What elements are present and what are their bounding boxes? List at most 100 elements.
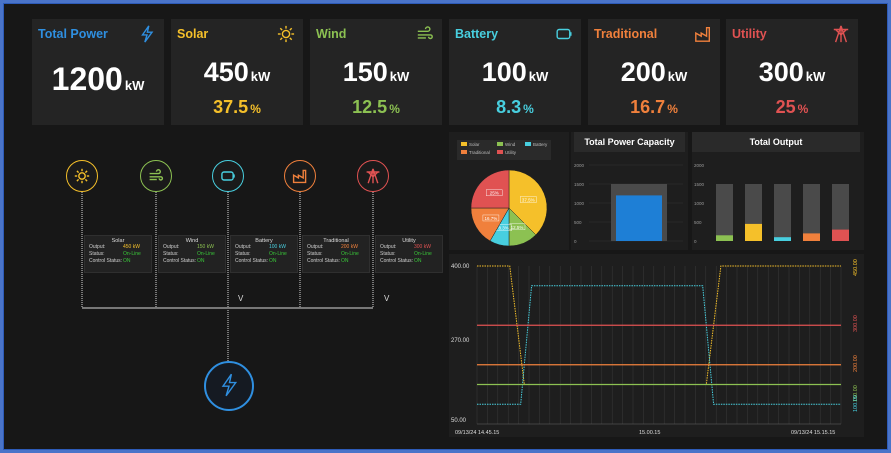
main-power-node[interactable] — [204, 361, 254, 411]
kpi-percent-value: 12.5 — [352, 97, 388, 117]
kpi-card-title: Battery — [455, 27, 499, 41]
pie-data-label-box — [520, 196, 537, 203]
right-axis-label: 200.00 — [853, 355, 859, 372]
wind-icon — [417, 26, 433, 40]
capacity-bar-value — [616, 195, 662, 241]
kpi-value: 1200 kW — [32, 61, 164, 98]
kpi-value-number: 1200 — [51, 61, 123, 97]
lightning-icon — [141, 25, 154, 43]
source-info-value: On-Line — [414, 251, 432, 257]
source-info-label: Control Status: — [235, 258, 269, 264]
source-info-row: Output: 450 kW — [85, 244, 151, 251]
pie-legend-swatch — [497, 142, 503, 146]
right-axis-label: 150.00 — [853, 385, 859, 402]
output-bar-background — [803, 184, 820, 241]
pie-legend-swatch — [461, 150, 467, 154]
y-tick-label: 2000 — [694, 163, 705, 168]
source-info-title: Utility — [402, 238, 416, 244]
pie-legend-swatch — [497, 150, 503, 154]
kpi-card-title: Total Power — [38, 27, 108, 41]
source-info-value: ON — [341, 258, 349, 264]
source-info-row: Status: On-Line — [85, 251, 151, 258]
pie-legend-swatch — [525, 142, 531, 146]
kpi-icon-wrap — [416, 25, 434, 43]
source-info-label: Status: — [163, 251, 179, 257]
kpi-value: 200 kW — [588, 57, 720, 88]
source-info-title: Wind — [185, 238, 199, 244]
kpi-value: 450 kW — [171, 57, 303, 88]
battery-icon — [556, 28, 572, 40]
power-tower-icon — [366, 168, 380, 184]
kpi-percent-value: 8.3 — [496, 97, 522, 117]
source-info-row: Status: On-Line — [303, 251, 369, 258]
kpi-percent-unit: % — [250, 102, 261, 116]
source-node-traditional[interactable] — [284, 160, 316, 192]
y-tick-label: 500 — [694, 220, 702, 225]
time-axis-label: 15.00.15 — [639, 430, 660, 436]
source-info-value: ON — [414, 258, 422, 264]
battery-icon — [221, 171, 235, 181]
factory-icon — [695, 27, 710, 42]
pie-data-label: 16.7% — [485, 216, 498, 221]
output-bar-background — [716, 184, 733, 241]
source-info-label: Output: — [307, 244, 324, 250]
source-info-label: Output: — [89, 244, 106, 250]
y-tick-label: 1000 — [574, 201, 585, 206]
power-tower-icon — [833, 25, 849, 43]
left-axis-label: 400.00 — [451, 264, 470, 270]
source-info-battery: Battery Output: 100 kW Status: On-Line Contro… — [230, 235, 298, 273]
pie-data-label: 8.3% — [498, 226, 508, 231]
kpi-icon-wrap — [555, 25, 573, 43]
source-info-row: Control Status: ON — [159, 258, 225, 265]
pie-legend-label: Utility — [505, 150, 517, 155]
kpi-value-unit: kW — [389, 69, 410, 84]
left-axis-label: 270.00 — [451, 338, 470, 344]
source-info-value: On-Line — [269, 251, 287, 257]
y-tick-label: 2000 — [574, 163, 585, 168]
bus-marker: V — [384, 294, 390, 303]
source-info-title: Traditional — [323, 238, 349, 244]
y-tick-label: 1500 — [574, 182, 585, 187]
sun-icon — [74, 168, 90, 184]
source-info-label: Output: — [235, 244, 252, 250]
pie-chart: Solar Wind Battery Traditional Utility 37.5% 1… — [457, 140, 551, 247]
capacity-title: Total Power Capacity — [574, 132, 685, 152]
source-info-utility: Utility Output: 300 kW Status: On-Line Contro… — [375, 235, 443, 273]
capacity-chart: 2000 1500 1000 500 0 — [574, 163, 683, 244]
source-info-value: 100 kW — [269, 244, 286, 250]
kpi-card-title: Wind — [316, 27, 347, 41]
source-info-value: 150 kW — [197, 244, 214, 250]
pie-data-label: 37.5% — [522, 198, 535, 203]
kpi-value: 100 kW — [449, 57, 581, 88]
source-info-label: Output: — [380, 244, 397, 250]
trend-chart-panel: 400.00 270.00 50.00 450.00 300.00 200.00 150.0… — [449, 254, 864, 437]
pie-legend-label: Traditional — [469, 150, 490, 155]
bus-marker: V — [238, 294, 244, 303]
y-tick-label: 1000 — [694, 201, 705, 206]
source-info-traditional: Traditional Output: 200 kW Status: On-Line Co… — [302, 235, 370, 273]
source-info-row: Status: On-Line — [231, 251, 297, 258]
source-info-value: 300 kW — [414, 244, 431, 250]
source-info-label: Control Status: — [307, 258, 341, 264]
source-info-label: Status: — [307, 251, 323, 257]
source-node-wind[interactable] — [140, 160, 172, 192]
pie-data-label-box — [486, 189, 503, 196]
source-info-label: Control Status: — [163, 258, 197, 264]
source-node-solar[interactable] — [66, 160, 98, 192]
source-info-row: Status: On-Line — [159, 251, 225, 258]
output-bar-utility — [832, 229, 849, 241]
source-info-row: Output: 300 kW — [376, 244, 442, 251]
y-tick-label: 1500 — [694, 182, 705, 187]
pie-data-label: 25% — [490, 191, 499, 196]
source-node-battery[interactable] — [212, 160, 244, 192]
source-info-label: Status: — [380, 251, 396, 257]
pie-data-label: 12.5% — [511, 225, 524, 230]
kpi-card-title: Solar — [177, 27, 209, 41]
source-info-label: Control Status: — [89, 258, 123, 264]
source-info-value: ON — [269, 258, 277, 264]
right-axis-label: 300.00 — [853, 315, 859, 332]
kpi-value-unit: kW — [250, 69, 271, 84]
kpi-percent-unit: % — [389, 102, 400, 116]
energy-flow-diagram: Solar Output: 450 kW Status: On-Line Control … — [32, 132, 443, 442]
source-node-utility[interactable] — [357, 160, 389, 192]
